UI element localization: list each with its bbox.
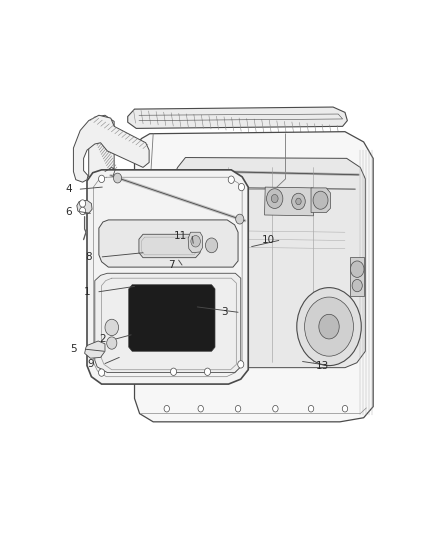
Text: 11: 11 (174, 231, 187, 241)
Text: 10: 10 (262, 236, 275, 245)
Circle shape (228, 176, 234, 183)
Polygon shape (128, 107, 347, 128)
Circle shape (170, 368, 177, 375)
Circle shape (271, 195, 278, 203)
Circle shape (107, 337, 117, 349)
Circle shape (350, 261, 364, 277)
Circle shape (342, 406, 348, 412)
Circle shape (235, 406, 241, 412)
Text: 13: 13 (316, 361, 329, 370)
Circle shape (99, 175, 105, 183)
Polygon shape (311, 188, 330, 213)
Polygon shape (99, 220, 238, 267)
Circle shape (99, 369, 105, 376)
Polygon shape (350, 257, 364, 296)
Polygon shape (172, 158, 365, 368)
Polygon shape (95, 273, 241, 373)
Polygon shape (134, 132, 373, 422)
Text: 2: 2 (99, 334, 106, 344)
Polygon shape (77, 200, 92, 214)
Circle shape (205, 238, 218, 253)
Circle shape (80, 207, 86, 215)
Circle shape (304, 297, 353, 356)
Polygon shape (74, 115, 149, 182)
Circle shape (292, 193, 305, 209)
Circle shape (273, 406, 278, 412)
Circle shape (205, 368, 211, 375)
Circle shape (297, 288, 361, 366)
Circle shape (238, 361, 244, 368)
Text: 8: 8 (85, 252, 92, 262)
Polygon shape (129, 285, 215, 351)
Polygon shape (85, 341, 105, 358)
Circle shape (191, 236, 200, 247)
Circle shape (105, 319, 119, 336)
Circle shape (352, 279, 362, 292)
Text: 9: 9 (87, 359, 94, 368)
Circle shape (308, 406, 314, 412)
Text: 1: 1 (84, 287, 90, 297)
Text: 6: 6 (65, 207, 72, 217)
Polygon shape (139, 235, 200, 257)
Circle shape (238, 183, 244, 191)
Circle shape (198, 406, 203, 412)
Text: 7: 7 (169, 260, 175, 270)
Polygon shape (88, 115, 114, 179)
Polygon shape (188, 232, 202, 253)
Circle shape (80, 200, 86, 207)
Circle shape (267, 189, 283, 208)
Circle shape (313, 191, 328, 209)
Circle shape (319, 314, 339, 339)
Circle shape (113, 173, 122, 183)
Polygon shape (87, 170, 248, 384)
Circle shape (236, 214, 244, 224)
Circle shape (296, 198, 301, 205)
Circle shape (164, 406, 170, 412)
Text: 4: 4 (65, 184, 72, 194)
Text: 5: 5 (70, 344, 77, 354)
Text: 3: 3 (221, 307, 228, 317)
Polygon shape (265, 187, 314, 216)
Polygon shape (88, 359, 98, 368)
